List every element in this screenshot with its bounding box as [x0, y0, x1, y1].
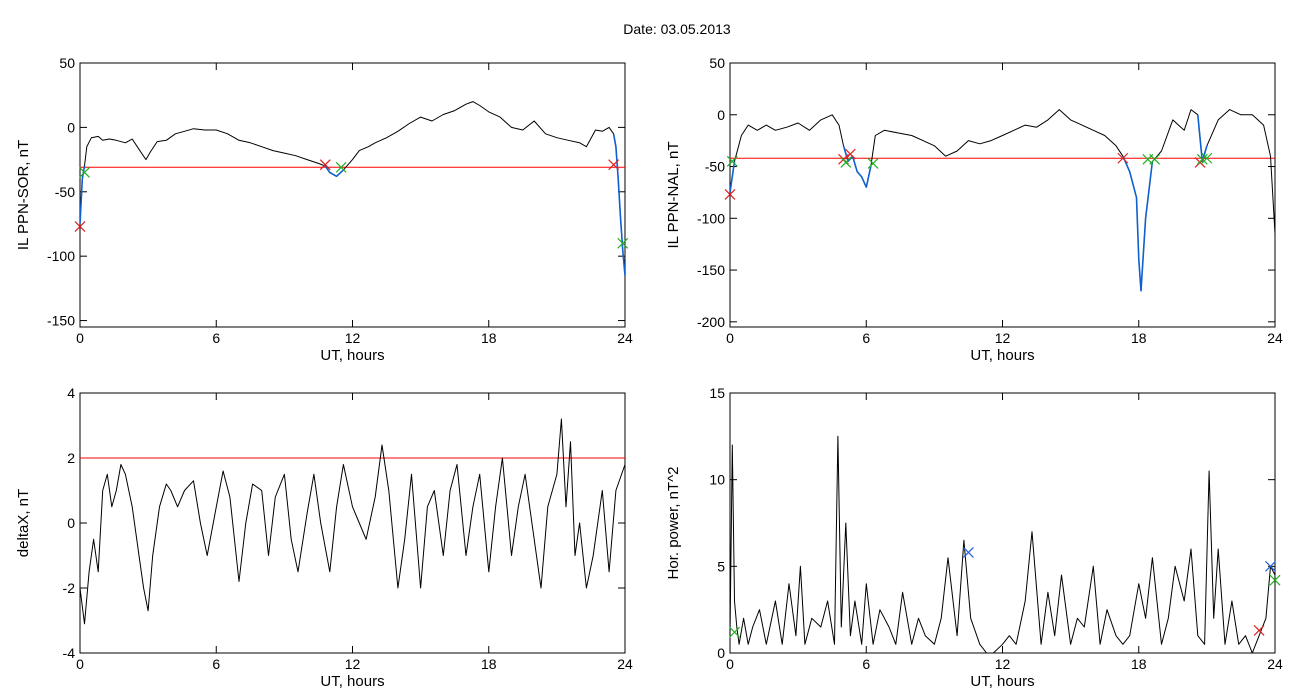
- highlight-segment-line: [730, 161, 736, 193]
- y-tick-label: -50: [705, 159, 725, 175]
- y-axis-label: IL PPN-NAL, nT: [665, 142, 682, 249]
- highlight-segment-line: [842, 145, 872, 188]
- y-tick-label: -150: [697, 262, 725, 278]
- y-tick-label: -4: [63, 645, 76, 661]
- y-tick-label: 0: [717, 107, 725, 123]
- x-tick-label: 0: [76, 656, 84, 672]
- x-axis-label: UT, hours: [320, 673, 384, 690]
- x-marker: [724, 189, 736, 200]
- x-axis-label: UT, hours: [320, 347, 384, 364]
- series-line: [730, 109, 1275, 292]
- x-tick-label: 12: [995, 330, 1011, 346]
- x-tick-label: 24: [617, 330, 633, 346]
- x-marker: [963, 547, 974, 558]
- x-marker: [726, 155, 738, 167]
- series-line: [80, 101, 625, 276]
- x-marker: [74, 221, 86, 232]
- x-marker: [1149, 153, 1161, 165]
- y-tick-label: 50: [709, 55, 725, 71]
- highlight-segment-line: [1197, 114, 1208, 163]
- plot-frame: [79, 62, 626, 328]
- series-group: [80, 418, 625, 625]
- x-marker: [840, 156, 852, 168]
- y-tick-label: -150: [47, 313, 75, 329]
- y-axis-label: deltaX, nT: [15, 489, 32, 557]
- y-tick-label: 50: [59, 55, 75, 71]
- x-marker: [335, 161, 347, 173]
- x-tick-label: 18: [1131, 330, 1147, 346]
- y-tick-label: 0: [717, 645, 725, 661]
- x-tick-label: 12: [345, 330, 361, 346]
- plot-frame: [729, 392, 1276, 654]
- x-tick-label: 24: [1267, 656, 1283, 672]
- x-tick-label: 18: [1131, 656, 1147, 672]
- y-tick-label: -100: [47, 248, 75, 264]
- x-tick-label: 0: [726, 330, 734, 346]
- plot-frame: [79, 392, 626, 654]
- series-group: [730, 435, 1275, 653]
- series-group: [80, 101, 625, 276]
- y-tick-label: 2: [67, 450, 75, 466]
- x-marker: [1201, 152, 1213, 164]
- x-marker: [1117, 152, 1129, 164]
- x-marker: [729, 626, 740, 638]
- x-marker: [1265, 560, 1276, 572]
- x-tick-label: 0: [76, 330, 84, 346]
- plot-frame: [729, 62, 1276, 328]
- y-tick-label: 15: [709, 385, 725, 401]
- x-tick-label: 12: [995, 656, 1011, 672]
- y-axis-label: Hor. power, nT^2: [665, 467, 682, 580]
- x-tick-label: 24: [617, 656, 633, 672]
- y-tick-label: 0: [67, 119, 75, 135]
- x-marker: [79, 167, 90, 178]
- y-axis-label: IL PPN-SOR, nT: [15, 140, 32, 250]
- x-tick-label: 6: [212, 330, 220, 346]
- x-tick-label: 0: [726, 656, 734, 672]
- x-marker: [1253, 625, 1265, 636]
- x-marker: [844, 148, 856, 160]
- chart-panel-4: 0 6 12 18 24 15 10 5 0 UT, hours Hor. power, nT^2: [665, 385, 1283, 690]
- chart-panel-3: 0 6 12 18 24 4 2 0 -2 -4 UT, hours deltaX, nT: [15, 385, 633, 690]
- figure-title: Date: 03.05.2013: [623, 21, 731, 37]
- x-tick-label: 6: [862, 330, 870, 346]
- y-tick-label: -100: [697, 210, 725, 226]
- chart-panel-1: 0 6 12 18 24 50 0 -50 -100 -150 UT, hours IL PPN-SO…: [15, 55, 633, 364]
- x-axis-label: UT, hours: [970, 673, 1034, 690]
- highlight-segment-line: [324, 165, 344, 178]
- x-marker: [1269, 574, 1281, 586]
- x-marker: [867, 157, 879, 169]
- series-group: [730, 109, 1275, 292]
- x-tick-label: 18: [481, 656, 497, 672]
- x-marker: [1196, 153, 1208, 165]
- x-marker: [319, 159, 331, 171]
- series-line: [730, 435, 1275, 653]
- y-tick-label: 10: [709, 472, 725, 488]
- y-tick-label: -50: [55, 184, 75, 200]
- x-tick-label: 6: [862, 656, 870, 672]
- y-tick-label: -200: [697, 314, 725, 330]
- highlight-segment-line: [1122, 155, 1154, 292]
- highlight-segment-line: [80, 165, 86, 225]
- y-tick-label: 5: [717, 558, 725, 574]
- series-line: [80, 418, 625, 625]
- y-tick-label: -2: [63, 580, 76, 596]
- x-tick-label: 12: [345, 656, 361, 672]
- highlight-segment-line: [612, 133, 625, 276]
- y-tick-label: 0: [67, 515, 75, 531]
- chart-panel-2: 0 6 12 18 24 50 0 -50 -100 -150 -200 UT, hours IL PP…: [665, 55, 1283, 364]
- x-tick-label: 6: [212, 656, 220, 672]
- x-tick-label: 18: [481, 330, 497, 346]
- x-marker: [608, 159, 620, 171]
- x-tick-label: 24: [1267, 330, 1283, 346]
- x-axis-label: UT, hours: [970, 347, 1034, 364]
- y-tick-label: 4: [67, 385, 75, 401]
- x-marker: [617, 237, 629, 249]
